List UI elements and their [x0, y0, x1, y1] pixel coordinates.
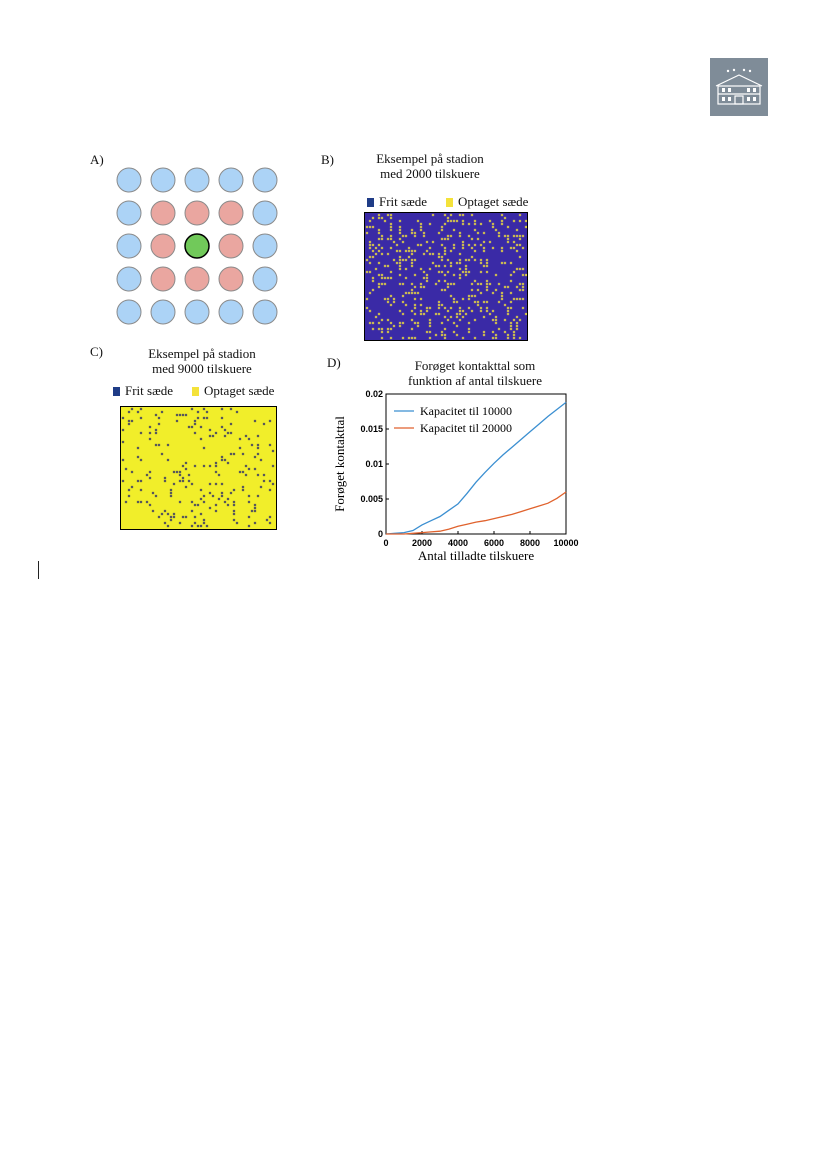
neighbor-seat-far	[116, 266, 142, 292]
neighbor-seat-far	[252, 266, 278, 292]
series-line-2	[386, 491, 567, 535]
neighbor-seat-diagram	[116, 167, 278, 325]
y-tick-label: 0.01	[365, 459, 383, 469]
y-axis-label: Forøget kontakttal	[332, 416, 347, 512]
panel-b-label: B)	[321, 152, 334, 167]
panel-c-title-line2: med 9000 tilskuere	[152, 361, 252, 376]
neighbor-seat-far	[218, 167, 244, 193]
panel-b-title-line1: Eksempel på stadion	[376, 151, 484, 166]
y-tick-label: 0.005	[360, 494, 383, 504]
x-tick-label: 6000	[484, 538, 504, 548]
panel-c-legend: Frit sæde Optaget sæde	[113, 383, 274, 399]
y-tick-label: 0.02	[365, 389, 383, 399]
stadium-2000-map	[364, 212, 528, 341]
panel-a-label: A)	[90, 152, 104, 167]
panel-d-title: Forøget kontakttal som funktion af antal…	[385, 358, 565, 388]
series-line-1	[385, 401, 567, 535]
neighbor-seat-far	[252, 167, 278, 193]
neighbor-seat-far	[184, 167, 210, 193]
neighbor-seat-far	[150, 167, 176, 193]
neighbor-seat-close	[150, 200, 176, 226]
panel-d-title-line1: Forøget kontakttal som	[414, 358, 536, 373]
panel-b-legend: Frit sæde Optaget sæde	[367, 194, 528, 210]
neighbor-seat-close	[150, 266, 176, 292]
neighbor-seat-far	[252, 299, 278, 325]
free-seat-swatch	[113, 386, 120, 396]
occupied-seat-swatch	[446, 197, 454, 207]
neighbor-seat-far	[218, 299, 244, 325]
neighbor-seat-far	[252, 233, 278, 259]
neighbor-seat-far	[116, 233, 142, 259]
legend-label-1: Kapacitet til 10000	[420, 404, 512, 418]
panel-c-title-line1: Eksempel på stadion	[148, 346, 256, 361]
occupied-seat-swatch	[192, 386, 200, 396]
neighbor-seat-far	[116, 200, 142, 226]
contact-rate-line-chart: 0 2000 4000 6000 8000 10000 0 0.005 0.01 0.015 0.0…	[332, 389, 579, 563]
panel-d-label: D)	[327, 355, 341, 370]
neighbor-seat-far	[184, 299, 210, 325]
neighbor-seat-close	[218, 233, 244, 259]
building-logo-icon	[715, 68, 763, 105]
neighbor-seat-close	[184, 200, 210, 226]
neighbor-seat-far	[150, 299, 176, 325]
legend-label-2: Kapacitet til 20000	[420, 421, 512, 435]
neighbor-seat-far	[116, 167, 142, 193]
neighbor-seat-close	[218, 200, 244, 226]
neighbor-seat-close	[150, 233, 176, 259]
neighbor-seat-close	[184, 266, 210, 292]
infected-seat-center	[184, 233, 210, 259]
x-tick-label: 8000	[520, 538, 540, 548]
panel-c-label: C)	[90, 344, 103, 359]
neighbor-seat-far	[252, 200, 278, 226]
legend-occupied-label: Optaget sæde	[204, 383, 275, 398]
margin-line	[38, 561, 39, 579]
building-logo	[710, 58, 768, 116]
panel-b-title: Eksempel på stadion med 2000 tilskuere	[350, 151, 510, 181]
legend-occupied-label: Optaget sæde	[458, 194, 529, 209]
y-tick-label: 0	[378, 529, 383, 539]
x-axis-label: Antal tilladte tilskuere	[418, 548, 534, 563]
panel-c-title: Eksempel på stadion med 9000 tilskuere	[122, 346, 282, 376]
neighbor-seat-close	[218, 266, 244, 292]
free-seat-swatch	[367, 197, 374, 207]
x-tick-label: 0	[383, 538, 388, 548]
legend-free-label: Frit sæde	[125, 383, 174, 398]
x-tick-label: 2000	[412, 538, 432, 548]
x-tick-label: 4000	[448, 538, 468, 548]
stadium-9000-map	[120, 406, 277, 530]
x-tick-label: 10000	[553, 538, 578, 548]
panel-d-title-line2: funktion af antal tilskuere	[408, 373, 542, 388]
panel-b-title-line2: med 2000 tilskuere	[380, 166, 480, 181]
legend-free-label: Frit sæde	[379, 194, 428, 209]
y-tick-label: 0.015	[360, 424, 383, 434]
neighbor-seat-far	[116, 299, 142, 325]
